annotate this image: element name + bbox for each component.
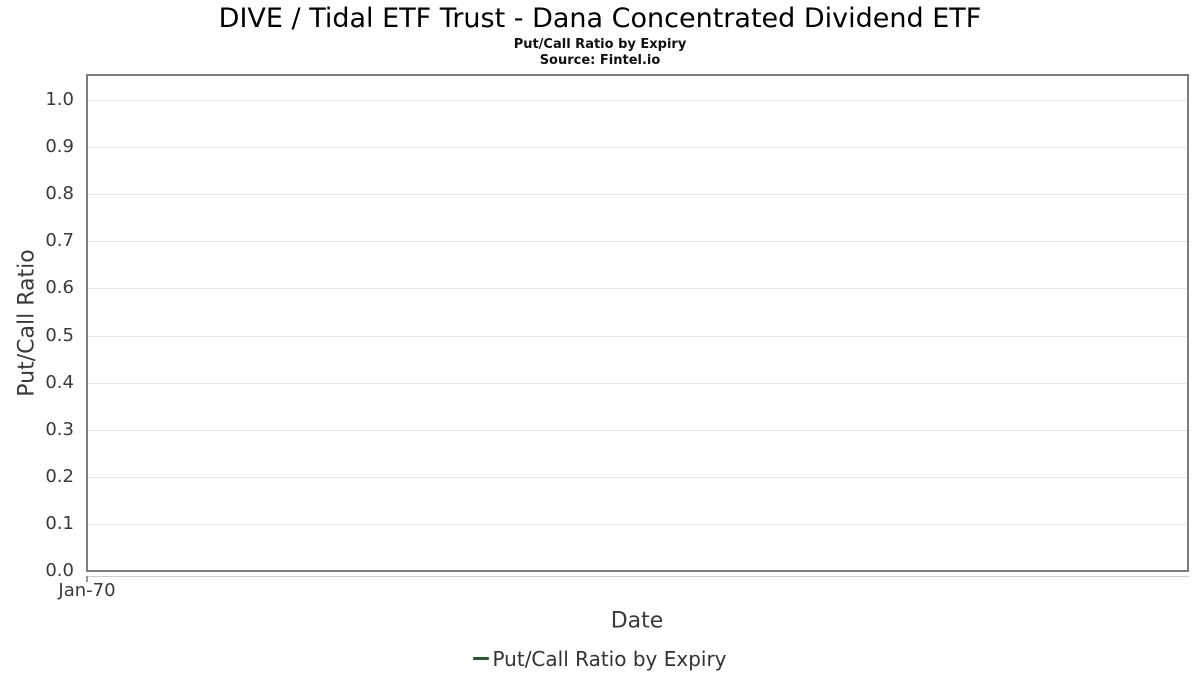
x-axis-tick-label: Jan-70 bbox=[58, 580, 116, 601]
x-axis-line bbox=[86, 576, 1189, 577]
chart-source-note: Source: Fintel.io bbox=[539, 53, 661, 68]
y-tick-label: 0.3 bbox=[45, 418, 74, 440]
x-axis-tick-mark bbox=[86, 576, 88, 582]
gridline bbox=[88, 429, 1187, 431]
gridline bbox=[88, 241, 1187, 243]
y-tick-label: 0.1 bbox=[45, 512, 74, 534]
gridline bbox=[88, 476, 1187, 478]
y-tick-label: 0.8 bbox=[45, 183, 74, 205]
gridline bbox=[88, 335, 1187, 337]
chart-subtitle: Put/Call Ratio by Expiry bbox=[513, 37, 687, 52]
x-axis-title: Date bbox=[610, 608, 664, 634]
y-tick-label: 0.2 bbox=[45, 465, 74, 487]
chart-title: DIVE / Tidal ETF Trust - Dana Concentrat… bbox=[218, 3, 982, 34]
y-tick-label: 0.0 bbox=[45, 560, 74, 581]
y-tick-label: 0.9 bbox=[45, 136, 74, 158]
plot-area bbox=[86, 74, 1189, 572]
gridline bbox=[88, 288, 1187, 290]
y-axis-title: Put/Call Ratio bbox=[14, 249, 40, 397]
gridline bbox=[88, 147, 1187, 149]
legend-item-label: Put/Call Ratio by Expiry bbox=[492, 646, 727, 671]
gridline bbox=[88, 523, 1187, 525]
gridline bbox=[88, 194, 1187, 196]
chart-header: DIVE / Tidal ETF Trust - Dana Concentrat… bbox=[0, 4, 1200, 69]
legend-line-marker-icon bbox=[473, 657, 490, 660]
gridline bbox=[88, 382, 1187, 384]
gridline bbox=[88, 100, 1187, 101]
legend: Put/Call Ratio by Expiry bbox=[0, 645, 1200, 672]
legend-item[interactable]: Put/Call Ratio by Expiry bbox=[473, 646, 727, 672]
y-tick-label: 1.0 bbox=[45, 89, 74, 110]
